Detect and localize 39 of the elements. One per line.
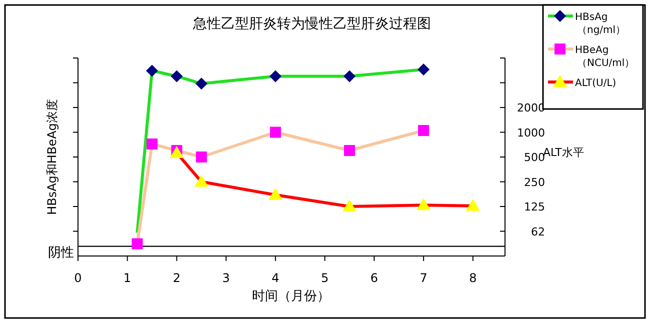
- y2-tick-label: 62: [531, 225, 545, 238]
- point: [270, 126, 281, 138]
- point: [416, 198, 431, 210]
- x-tick-label: 7: [420, 271, 428, 285]
- point: [418, 125, 430, 136]
- y2-tick-label: 1000: [517, 126, 545, 140]
- point: [195, 78, 208, 90]
- y2-tick-label: 500: [524, 151, 545, 164]
- point: [268, 188, 282, 200]
- x-tick-label: 5: [321, 271, 329, 285]
- y2-axis-title: ALT水平: [543, 146, 584, 159]
- y2-tick-label: 250: [524, 176, 545, 189]
- point: [269, 70, 282, 82]
- point: [146, 138, 158, 150]
- point: [170, 70, 183, 82]
- point: [132, 238, 143, 250]
- legend-label: HBeAg（NCU/ml）: [575, 45, 635, 69]
- point: [342, 200, 357, 212]
- point: [146, 64, 158, 77]
- ref-line-label: 阴性: [48, 245, 74, 260]
- x-tick-label: 0: [74, 271, 82, 285]
- y-axis-title: HBsAg和HBeAg浓度: [45, 99, 59, 215]
- y2-tick-label: 125: [524, 200, 545, 214]
- point: [418, 63, 430, 76]
- x-tick-label: 4: [272, 271, 280, 285]
- legend-label: ALT(U/L): [575, 78, 616, 89]
- point: [344, 144, 356, 156]
- point: [196, 152, 207, 162]
- x-tick-label: 2: [172, 271, 181, 285]
- x-tick-label: 1: [124, 271, 132, 285]
- x-tick-label: 3: [222, 271, 230, 285]
- point: [344, 70, 356, 82]
- x-tick-label: 8: [469, 271, 477, 285]
- x-tick-label: 6: [370, 271, 378, 285]
- point: [194, 174, 208, 187]
- point: [466, 198, 480, 211]
- legend-label: HBsAg（ng/ml）: [575, 12, 626, 36]
- x-axis-title: 时间（月份）: [252, 289, 330, 304]
- chart-title: 急性乙型肝炎转为慢性乙型肝炎过程图: [192, 16, 431, 32]
